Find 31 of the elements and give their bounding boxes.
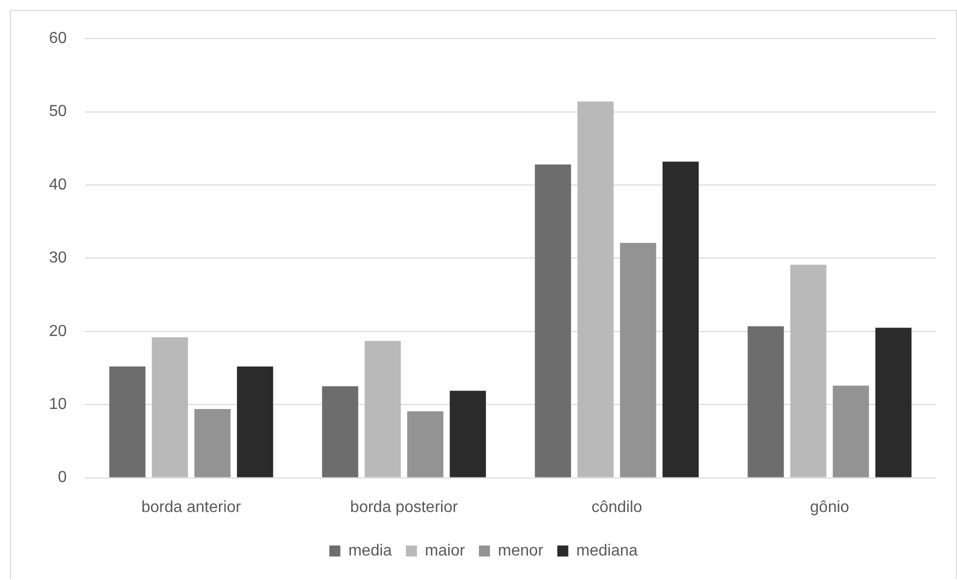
bar (322, 386, 358, 478)
bar (832, 386, 869, 478)
bar (620, 242, 656, 478)
y-tick-label: 50 (49, 103, 67, 120)
legend-label: menor (498, 542, 544, 560)
bar (194, 408, 231, 478)
bar (450, 390, 486, 478)
bar (364, 340, 401, 478)
legend-label: maior (424, 542, 466, 560)
x-tick-label: gônio (810, 498, 850, 516)
y-tick-label: 20 (49, 322, 67, 340)
y-tick-label: 10 (49, 396, 67, 414)
legend-label: mediana (576, 542, 638, 560)
legend-label: media (348, 542, 392, 560)
bar (748, 326, 784, 478)
bar (152, 337, 188, 478)
bar (534, 164, 572, 478)
bar (236, 366, 274, 478)
y-tick-label: 0 (58, 469, 67, 486)
y-tick-label: 60 (49, 30, 67, 48)
x-tick-label: côndilo (591, 498, 642, 516)
bar (790, 264, 826, 478)
bar (109, 366, 146, 478)
y-tick-label: 40 (49, 176, 67, 194)
y-tick-label: 30 (49, 250, 67, 267)
x-tick-label: borda posterior (350, 498, 458, 516)
bar (577, 102, 614, 478)
bar (875, 328, 912, 478)
bar (407, 411, 444, 478)
x-tick-label: borda anterior (141, 498, 242, 516)
bar (662, 162, 699, 478)
